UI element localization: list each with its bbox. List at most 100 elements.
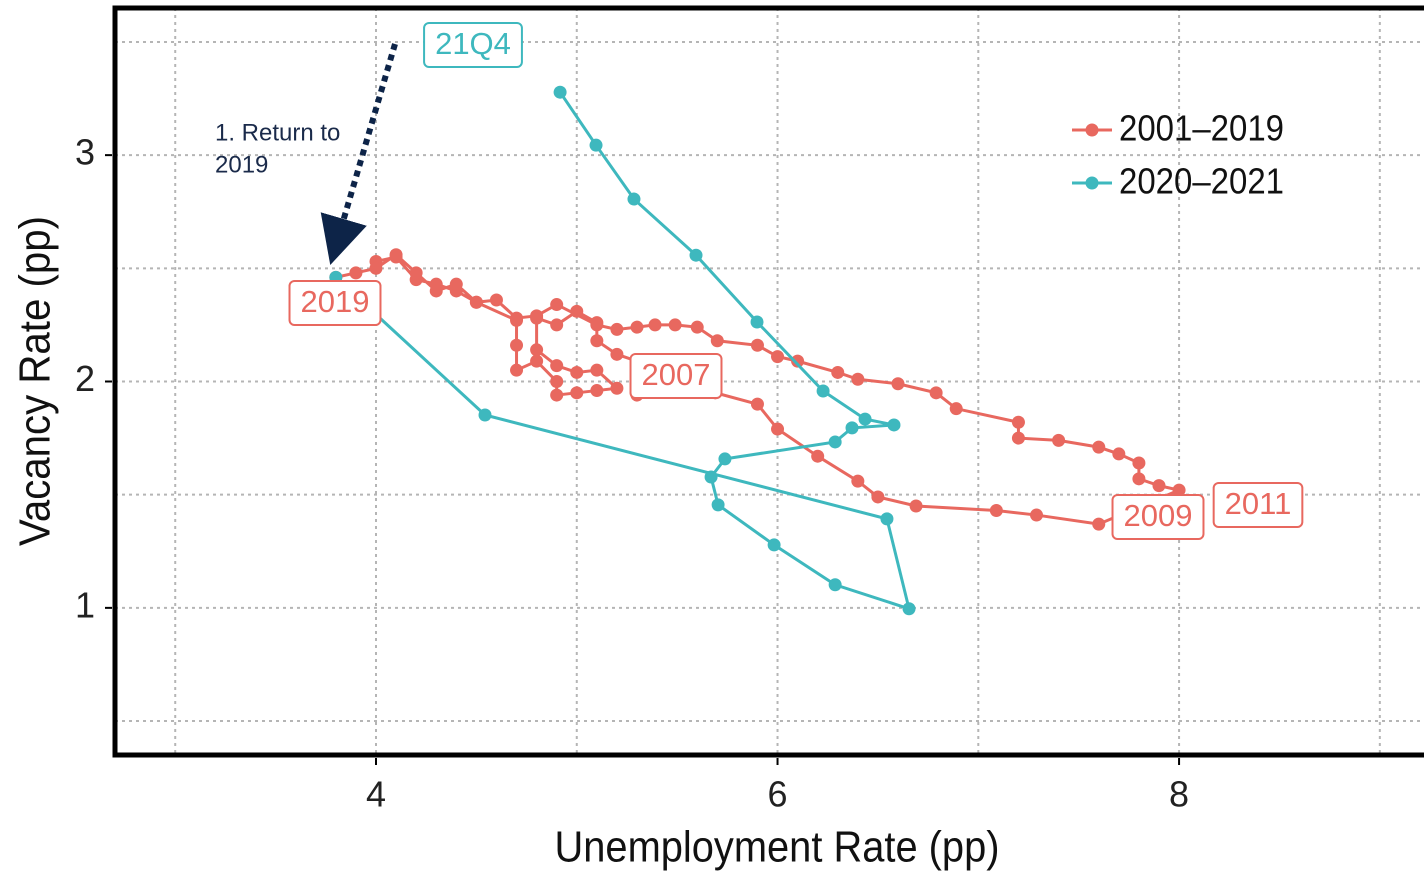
point xyxy=(429,284,443,298)
point xyxy=(771,350,785,364)
point xyxy=(550,375,564,388)
x-tick-label: 8 xyxy=(1169,774,1189,815)
legend-marker xyxy=(1085,123,1099,137)
note-line: 2019 xyxy=(215,151,268,178)
annotation-box xyxy=(423,22,523,68)
point xyxy=(887,418,901,432)
annotation-box xyxy=(629,353,723,399)
point xyxy=(1172,483,1186,497)
point xyxy=(510,311,524,325)
point xyxy=(831,365,845,379)
point xyxy=(627,192,641,206)
point xyxy=(689,248,703,262)
legend-label: 2001–2019 xyxy=(1119,108,1284,149)
point xyxy=(1011,415,1025,429)
point xyxy=(816,384,830,398)
point xyxy=(750,397,764,411)
legend-label: 2020–2021 xyxy=(1119,161,1284,202)
point xyxy=(590,334,604,348)
point xyxy=(1132,456,1146,470)
annotation: 21Q4 xyxy=(423,22,523,68)
point xyxy=(880,512,894,526)
y-tick-label: 1 xyxy=(75,584,95,625)
point xyxy=(1132,472,1146,486)
point xyxy=(1052,433,1066,447)
point xyxy=(510,363,524,377)
point xyxy=(550,359,564,373)
point xyxy=(690,320,704,334)
point xyxy=(478,408,492,422)
point xyxy=(630,320,644,334)
annotation: 2009 xyxy=(1111,494,1205,540)
point xyxy=(1030,508,1044,522)
point xyxy=(704,470,718,484)
annotation-text: 2019 xyxy=(301,284,370,319)
point xyxy=(610,347,624,361)
y-tick-label: 3 xyxy=(75,132,95,173)
point xyxy=(949,402,963,416)
point xyxy=(811,449,825,463)
annotation-box xyxy=(1212,482,1304,528)
point xyxy=(767,538,781,552)
point xyxy=(891,377,905,391)
point xyxy=(1011,431,1025,445)
arrow xyxy=(320,43,398,266)
x-tick-label: 6 xyxy=(768,774,788,815)
point xyxy=(1092,440,1106,454)
annotation: 2019 xyxy=(288,280,382,326)
point xyxy=(510,338,524,352)
point xyxy=(469,295,483,309)
point xyxy=(1152,479,1166,493)
annotation-box xyxy=(288,280,382,326)
point xyxy=(648,318,662,332)
series-line xyxy=(335,252,1184,526)
point xyxy=(369,261,383,275)
note-line: 1. Return to xyxy=(215,119,340,146)
point xyxy=(1112,447,1126,461)
point xyxy=(449,277,463,291)
plot-marks xyxy=(329,85,1186,616)
point xyxy=(530,309,544,323)
point xyxy=(550,388,564,402)
point xyxy=(489,293,503,307)
point xyxy=(750,315,764,329)
point xyxy=(553,85,567,99)
point xyxy=(828,435,842,449)
point xyxy=(858,412,872,426)
point xyxy=(989,504,1003,518)
point xyxy=(909,499,923,513)
point xyxy=(570,304,584,318)
point xyxy=(771,422,785,436)
point xyxy=(828,578,842,592)
point xyxy=(610,322,624,336)
annotation: 2007 xyxy=(629,353,723,399)
point xyxy=(590,318,604,332)
series-line xyxy=(334,91,912,612)
annotation-text: 2011 xyxy=(1225,486,1292,521)
plot-frame xyxy=(112,5,1424,758)
grid xyxy=(115,8,1424,755)
point xyxy=(845,421,859,435)
point xyxy=(589,138,603,152)
point xyxy=(1092,517,1106,531)
point xyxy=(718,452,732,466)
annotation-box xyxy=(1111,494,1205,540)
y-axis-title: Vacancy Rate (pp) xyxy=(11,216,60,546)
point xyxy=(349,266,363,280)
annotation-text: 21Q4 xyxy=(435,26,511,61)
point xyxy=(570,386,584,400)
point xyxy=(750,338,764,352)
legend-marker xyxy=(1085,176,1099,190)
point xyxy=(902,602,916,616)
point xyxy=(610,381,624,395)
y-tick-label: 2 xyxy=(75,358,95,399)
point xyxy=(668,318,682,332)
point xyxy=(530,343,544,357)
point xyxy=(570,365,584,379)
point xyxy=(851,474,865,488)
point xyxy=(929,386,943,400)
point xyxy=(871,490,885,504)
annotation-text: 2009 xyxy=(1124,498,1193,533)
